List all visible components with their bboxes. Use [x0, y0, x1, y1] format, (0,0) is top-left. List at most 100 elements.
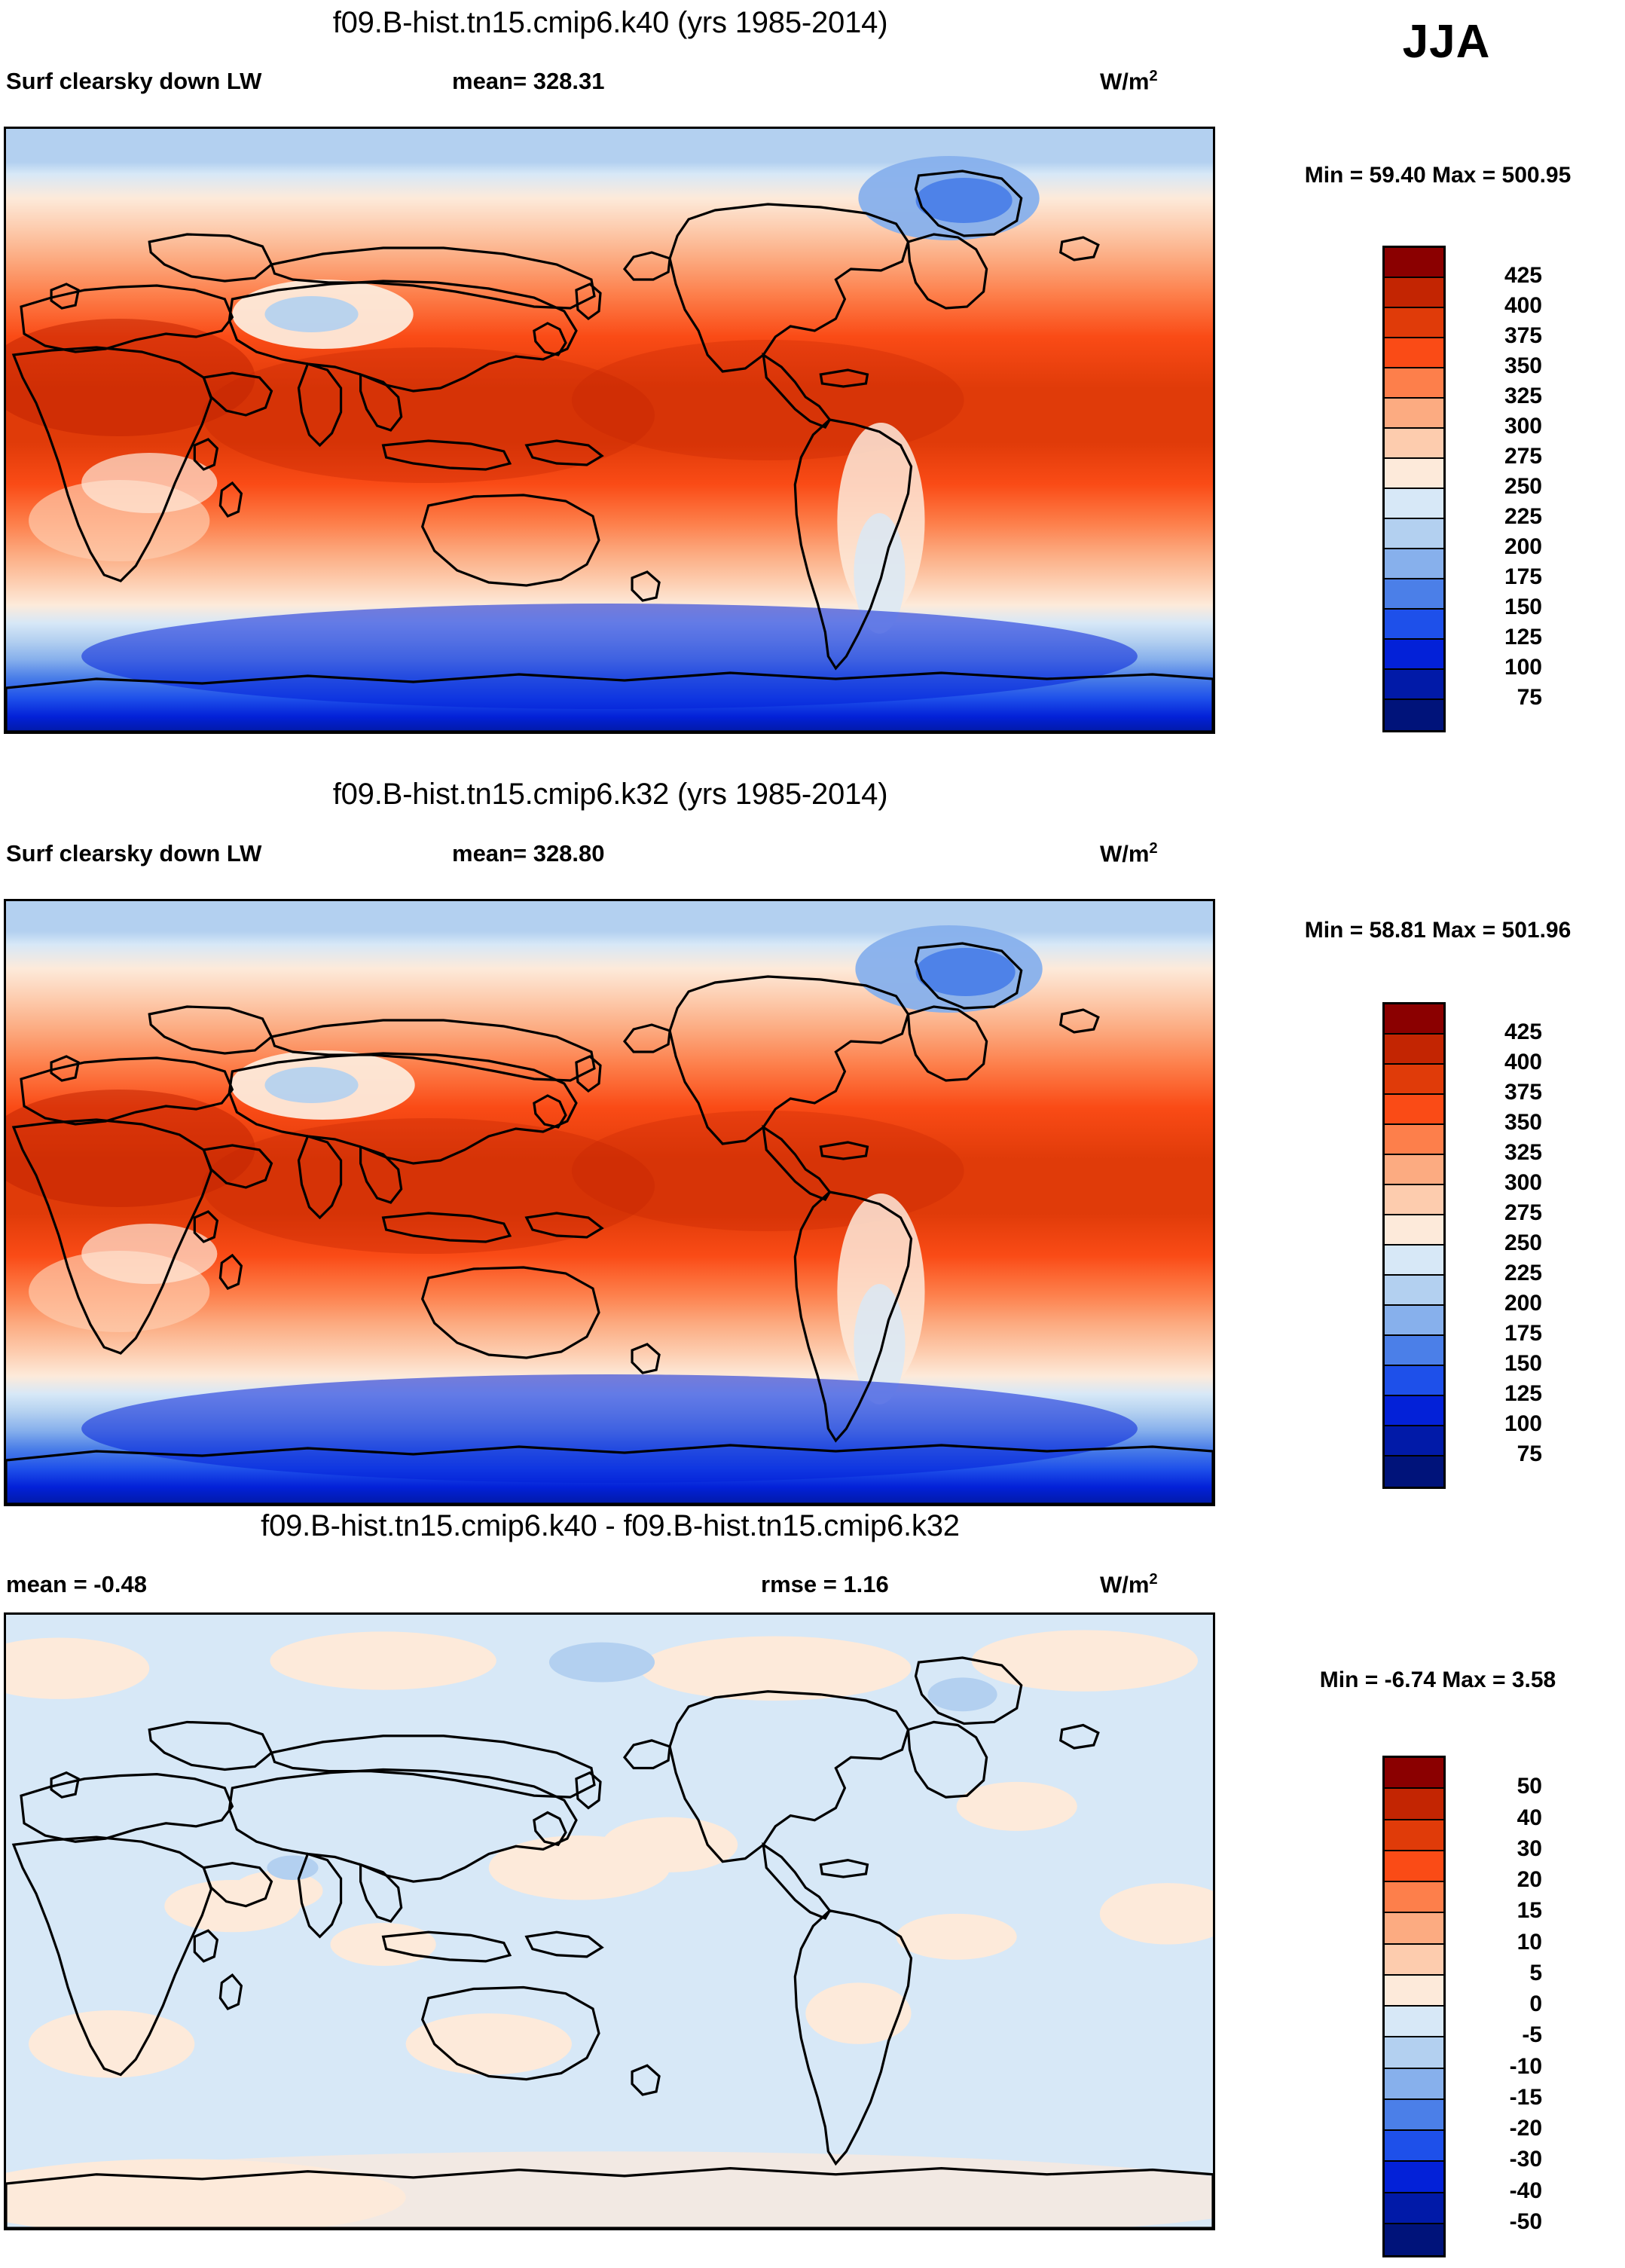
colorbar-tick-label: 40	[1517, 1805, 1542, 1830]
colorbar-cell	[1385, 459, 1443, 489]
colorbar-cell	[1385, 2068, 1443, 2100]
colorbar-cell	[1385, 489, 1443, 519]
colorbar-cell	[1385, 1456, 1443, 1487]
colorbar-cell	[1385, 579, 1443, 610]
colorbar-cell	[1385, 368, 1443, 399]
colorbar-tick-label: 75	[1517, 1441, 1542, 1466]
colorbar-cell	[1385, 1004, 1443, 1035]
colorbar-tick-label: 275	[1504, 1200, 1542, 1225]
colorbar-tick-label: -10	[1509, 2053, 1542, 2079]
panel-3-rmse-value: rmse = 1.16	[761, 1571, 889, 1597]
panel-1-variable-label: Surf clearsky down LW	[6, 68, 262, 94]
colorbar-tick-label: -30	[1509, 2147, 1542, 2172]
colorbar-tick-label: 350	[1504, 1110, 1542, 1135]
panel-3-subheader: mean = -0.48 rmse = 1.16 W/m2	[0, 1571, 1220, 1601]
colorbar-cell	[1385, 1065, 1443, 1095]
panel-2-map-svg	[6, 901, 1213, 1504]
panel-1-subheader: Surf clearsky down LW mean= 328.31 W/m2	[0, 68, 1220, 98]
colorbar-cell	[1385, 1944, 1443, 1976]
colorbar-tick-label: 175	[1504, 1321, 1542, 1346]
colorbar-cell	[1385, 2007, 1443, 2038]
colorbar-cell	[1385, 519, 1443, 549]
colorbar-cell	[1385, 700, 1443, 730]
colorbar-cell	[1385, 2099, 1443, 2131]
colorbar-cell	[1385, 399, 1443, 429]
colorbar-cell	[1385, 1851, 1443, 1882]
colorbar-cell	[1385, 1306, 1443, 1336]
colorbar-cell	[1385, 429, 1443, 459]
panel-1-title: f09.B-hist.tn15.cmip6.k40 (yrs 1985-2014…	[332, 6, 888, 39]
colorbar-tick-label: 375	[1504, 323, 1542, 348]
panel-1-minmax: Min = 59.40 Max = 500.95	[1304, 163, 1572, 188]
panel-3-map	[4, 1612, 1215, 2230]
colorbar-tick-label: 15	[1517, 1898, 1542, 1924]
colorbar-cell	[1385, 1246, 1443, 1276]
colorbar-tick-label: 125	[1504, 625, 1542, 650]
colorbar-tick-label: 100	[1504, 655, 1542, 680]
colorbar-tick-label: 250	[1504, 474, 1542, 499]
colorbar-tick-label: 325	[1504, 384, 1542, 408]
colorbar-tick-label: 200	[1504, 1291, 1542, 1316]
colorbar-cell	[1385, 1276, 1443, 1306]
colorbar-cell	[1385, 1758, 1443, 1790]
colorbar-tick-label: 225	[1504, 1261, 1542, 1285]
colorbar-tick-label: 30	[1517, 1835, 1542, 1861]
colorbar-cell	[1385, 1820, 1443, 1851]
colorbar-cell	[1385, 670, 1443, 700]
colorbar-cell	[1385, 2162, 1443, 2193]
colorbar-cell	[1385, 2193, 1443, 2224]
colorbar-tick-label: 200	[1504, 534, 1542, 559]
colorbar-cell	[1385, 1913, 1443, 1945]
colorbar-tick-label: -20	[1509, 2116, 1542, 2141]
map-panel-k40: f09.B-hist.tn15.cmip6.k40 (yrs 1985-2014…	[0, 0, 1625, 761]
colorbar-cell	[1385, 1095, 1443, 1125]
panel-2-title: f09.B-hist.tn15.cmip6.k32 (yrs 1985-2014…	[332, 778, 888, 811]
colorbar-tick-label: 150	[1504, 595, 1542, 619]
colorbar-cell	[1385, 1396, 1443, 1426]
colorbar-cell	[1385, 610, 1443, 640]
colorbar-tick-label: 75	[1517, 685, 1542, 710]
colorbar-tick-label: 100	[1504, 1411, 1542, 1436]
colorbar-tick-label: 150	[1504, 1351, 1542, 1376]
colorbar-cell	[1385, 1882, 1443, 1914]
colorbar-tick-label: 175	[1504, 564, 1542, 589]
colorbar-tick-label: -15	[1509, 2084, 1542, 2110]
colorbar-cell	[1385, 278, 1443, 308]
panel-2-mean-value: mean= 328.80	[452, 840, 605, 867]
map-panel-difference: f09.B-hist.tn15.cmip6.k40 - f09.B-hist.t…	[0, 1496, 1625, 2268]
colorbar-tick-label: -5	[1522, 2022, 1542, 2048]
colorbar-tick-label: 375	[1504, 1080, 1542, 1105]
colorbar-cell	[1385, 248, 1443, 278]
colorbar-cell	[1385, 1975, 1443, 2007]
colorbar-tick-label: 425	[1504, 263, 1542, 288]
panel-2-units-label: W/m2	[1100, 840, 1158, 867]
colorbar-tick-label: -50	[1509, 2208, 1542, 2234]
panel-3-units-label: W/m2	[1100, 1571, 1158, 1598]
panel-2-minmax: Min = 58.81 Max = 501.96	[1304, 918, 1572, 943]
colorbar-cell	[1385, 308, 1443, 338]
panel-1-units-label: W/m2	[1100, 68, 1158, 95]
colorbar-tick-label: 125	[1504, 1381, 1542, 1406]
colorbar-cell	[1385, 1215, 1443, 1246]
panel-1-mean-value: mean= 328.31	[452, 68, 605, 94]
colorbar-tick-label: 300	[1504, 414, 1542, 439]
colorbar-cell	[1385, 1035, 1443, 1065]
colorbar-tick-label: 5	[1529, 1960, 1542, 1985]
colorbar-cell	[1385, 1125, 1443, 1155]
panel-3-mean-value: mean = -0.48	[6, 1571, 147, 1597]
colorbar-tick-label: 20	[1517, 1867, 1542, 1892]
colorbar-cell	[1385, 2224, 1443, 2255]
panel-3-colorbar-strip	[1382, 1756, 1446, 2257]
colorbar-tick-label: 400	[1504, 293, 1542, 318]
panel-2-variable-label: Surf clearsky down LW	[6, 840, 262, 867]
panel-3-title: f09.B-hist.tn15.cmip6.k40 - f09.B-hist.t…	[261, 1509, 960, 1542]
colorbar-tick-label: 425	[1504, 1019, 1542, 1044]
panel-2-map	[4, 899, 1215, 1506]
panel-2-colorbar-strip	[1382, 1002, 1446, 1489]
panel-3-map-svg	[6, 1615, 1213, 2228]
map-panel-k32: f09.B-hist.tn15.cmip6.k32 (yrs 1985-2014…	[0, 776, 1625, 1537]
colorbar-cell	[1385, 549, 1443, 579]
colorbar-tick-label: 300	[1504, 1170, 1542, 1195]
colorbar-tick-label: 350	[1504, 353, 1542, 378]
